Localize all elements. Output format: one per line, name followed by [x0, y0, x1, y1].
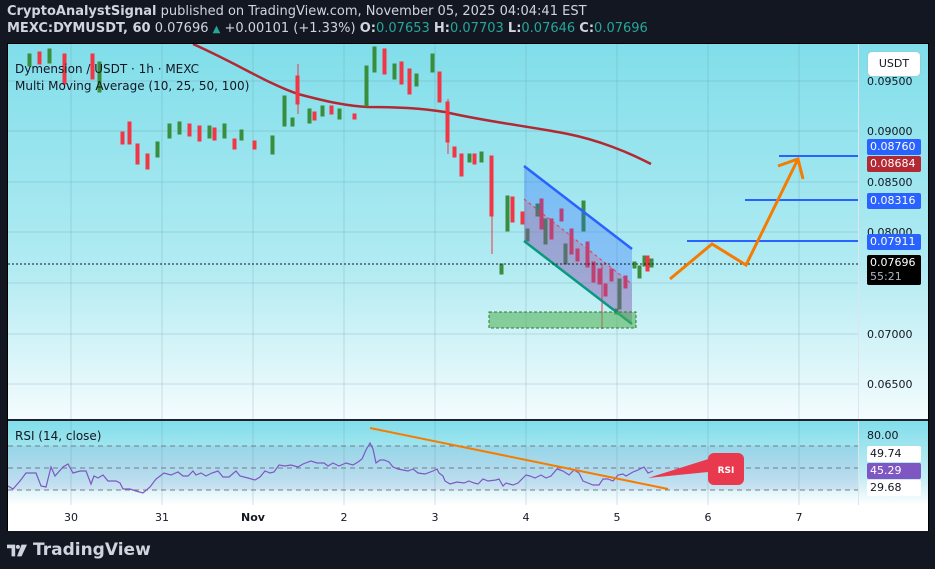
indicator-legend[interactable]: Multi Moving Average (10, 25, 50, 100)	[15, 79, 250, 93]
pane-separator[interactable]	[8, 419, 928, 421]
rsi-callout-pointer	[648, 456, 718, 478]
time-label: 3	[431, 511, 439, 524]
time-label: 31	[155, 511, 169, 524]
close-value: 0.07696	[594, 21, 648, 36]
rsi-level-label: 80.00	[867, 429, 899, 442]
time-label: 2	[340, 511, 348, 524]
main-price-pane[interactable]: Dymension / USDT · 1h · MEXC Multi Movin…	[8, 44, 928, 419]
price-label: 0.09500	[867, 75, 913, 88]
target3-price-tag: 0.08760	[867, 139, 921, 155]
last-price-value: 0.07696	[870, 256, 916, 269]
channel-bottom-line	[523, 240, 633, 325]
close-label: C:	[579, 21, 595, 36]
rsi-level-label: 49.74	[867, 446, 921, 462]
up-arrow-icon: ▲	[212, 24, 221, 35]
low-value: 0.07646	[521, 21, 576, 36]
time-label: Nov	[241, 511, 265, 524]
time-label: 6	[704, 511, 712, 524]
tradingview-branding[interactable]: TradingView	[7, 540, 151, 560]
author-name[interactable]: CryptoAnalystSignal	[7, 4, 157, 19]
chart-frame: Dymension / USDT · 1h · MEXC Multi Movin…	[7, 43, 929, 531]
ma100-line	[192, 44, 652, 166]
channel-mid-line	[523, 198, 633, 285]
last-price: 0.07696	[154, 21, 209, 36]
time-label: 5	[613, 511, 621, 524]
rsi-level-label: 29.68	[867, 480, 921, 496]
target2-price-tag: 0.08316	[867, 193, 921, 209]
price-label: 0.09000	[867, 125, 913, 138]
rsi-legend[interactable]: RSI (14, close)	[15, 429, 102, 443]
symbol-info: MEXC:DYMUSDT, 60 0.07696 ▲ +0.00101 (+1.…	[7, 21, 648, 36]
brand-name: TradingView	[33, 540, 151, 560]
last-price-tag: 0.07696 55:21	[867, 255, 921, 285]
published-text: published on TradingView.com, November 0…	[156, 4, 587, 19]
channel-fill-blue	[524, 166, 632, 324]
time-axis[interactable]: 30 31 Nov 2 3 4 5 6 7	[8, 505, 928, 531]
bar-countdown: 55:21	[870, 270, 902, 283]
rsi-callout-text: RSI	[718, 466, 735, 476]
arrowhead-icon	[777, 157, 805, 180]
high-value: 0.07703	[450, 21, 504, 36]
time-label: 7	[795, 511, 803, 524]
rsi-axis[interactable]: 80.00 49.74 45.29 29.68	[858, 421, 928, 505]
demand-zone	[488, 311, 637, 329]
open-value: 0.07653	[376, 21, 430, 36]
target1-price-tag: 0.07911	[867, 234, 921, 250]
channel-top-line	[523, 165, 633, 250]
rsi-chart-canvas[interactable]: RSI	[8, 421, 858, 505]
price-chart-canvas[interactable]	[8, 44, 858, 419]
candlesticks	[27, 46, 654, 329]
publish-info: CryptoAnalystSignal published on Trading…	[7, 4, 587, 19]
low-label: L:	[507, 21, 522, 36]
tradingview-logo-icon	[7, 544, 27, 556]
time-label: 4	[522, 511, 530, 524]
price-change: +0.00101 (+1.33%)	[224, 21, 356, 36]
symbol-legend[interactable]: Dymension / USDT · 1h · MEXC	[15, 62, 199, 76]
rsi-line	[8, 441, 654, 494]
open-label: O:	[359, 21, 376, 36]
rsi-trendline	[369, 427, 669, 490]
rsi-pane[interactable]: RSI RSI (14, close) 80.00 49.74 45.29 29…	[8, 421, 928, 505]
price-label: 0.08500	[867, 176, 913, 189]
ma-price-tag: 0.08684	[867, 156, 921, 172]
projection-arrow	[669, 158, 800, 281]
publish-header: CryptoAnalystSignal published on Trading…	[0, 0, 935, 42]
rsi-callout-box	[708, 453, 744, 485]
price-axis[interactable]: 0.09500 0.09000 0.08500 0.08000 0.07000 …	[858, 44, 928, 419]
high-label: H:	[433, 21, 450, 36]
price-label: 0.06500	[867, 378, 913, 391]
time-label: 30	[64, 511, 78, 524]
price-label: 0.07000	[867, 328, 913, 341]
rsi-current-tag: 45.29	[867, 463, 921, 479]
symbol: MEXC:DYMUSDT, 60	[7, 21, 151, 36]
channel-fill-red	[524, 199, 632, 324]
currency-button[interactable]: USDT	[868, 52, 920, 76]
